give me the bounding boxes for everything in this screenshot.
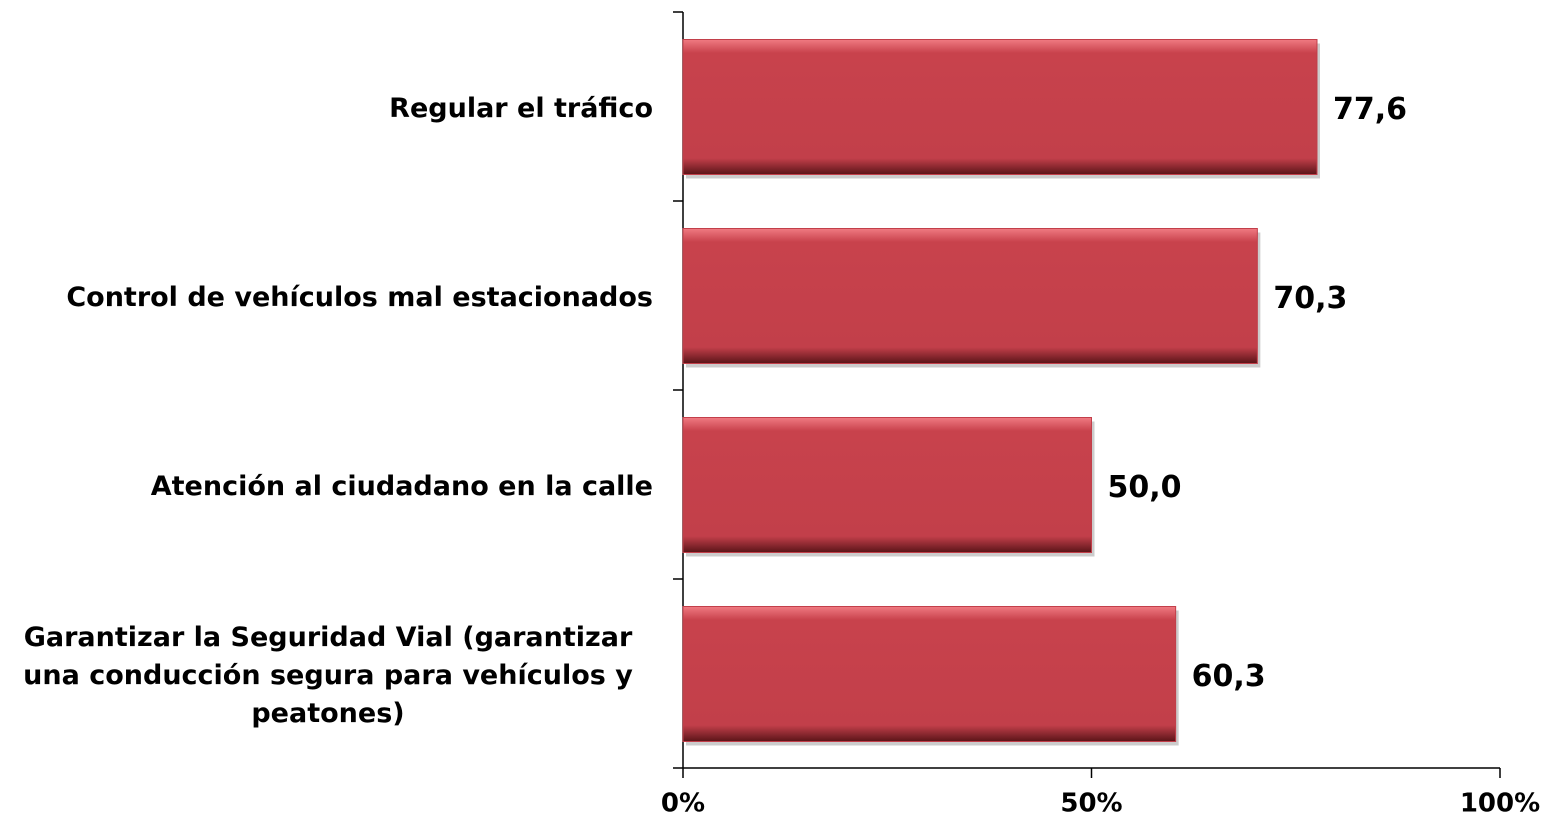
category-label: Control de vehículos mal estacionados: [66, 281, 653, 313]
x-tick-label: 50%: [1060, 789, 1122, 814]
x-tick-label: 0%: [661, 789, 705, 814]
x-tick-label: 100%: [1460, 789, 1540, 814]
category-label: Atención al ciudadano en la calle: [150, 470, 653, 502]
bar: [682, 228, 1258, 364]
bar: [682, 606, 1177, 742]
bar: [682, 39, 1318, 175]
category-label: Garantizar la Seguridad Vial (garantizar…: [23, 621, 633, 729]
value-label: 70,3: [1273, 281, 1347, 316]
category-label: Regular el tráfico: [389, 92, 653, 124]
bar: [682, 417, 1092, 553]
value-label: 50,0: [1108, 470, 1182, 505]
value-label: 77,6: [1333, 92, 1407, 127]
value-label: 60,3: [1192, 659, 1266, 694]
